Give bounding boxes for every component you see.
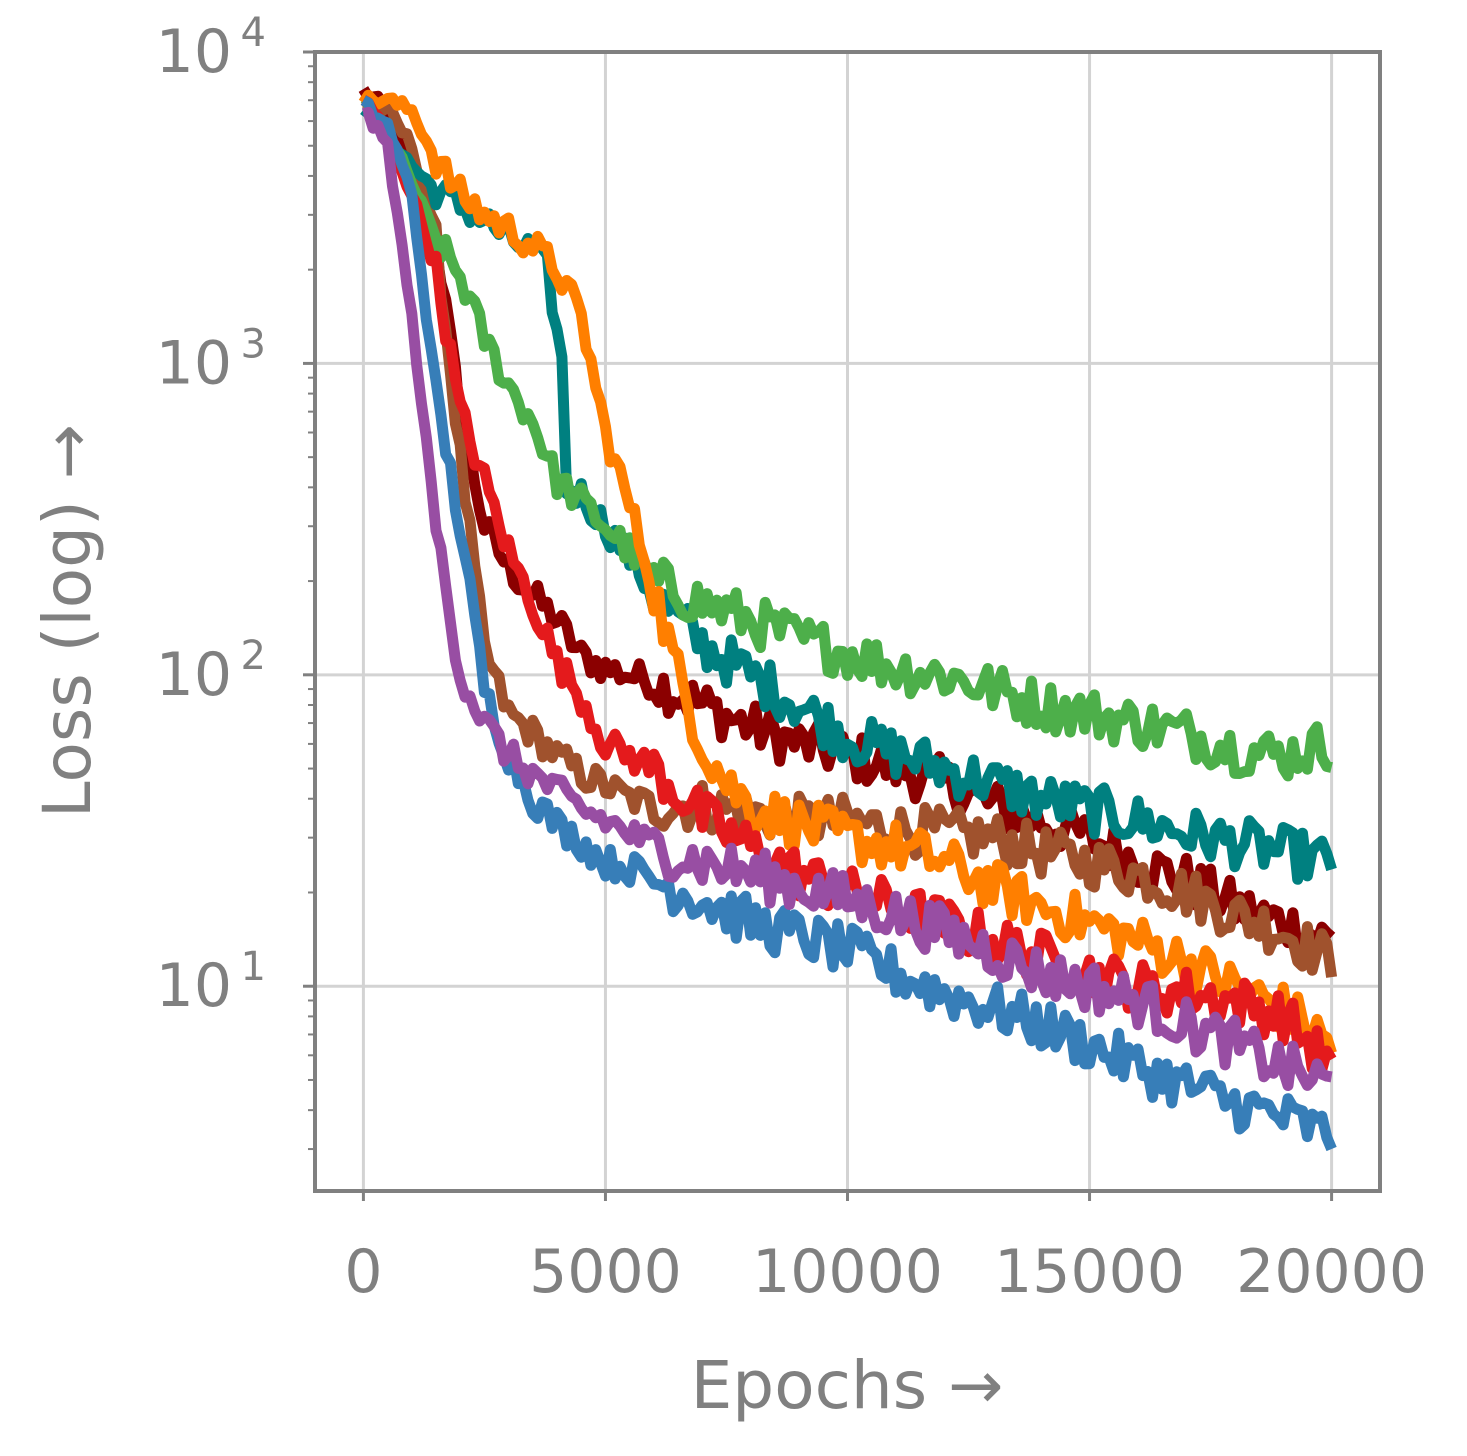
series-line-4 [358, 89, 1337, 1055]
y-tick-exponent: 1 [241, 944, 266, 990]
x-tick-label: 20000 [1236, 1237, 1427, 1307]
x-tick-label: 10000 [752, 1237, 943, 1307]
y-tick-label: 10 4 [156, 10, 266, 87]
y-tick-base: 10 [156, 640, 232, 710]
y-axis-label: Loss (log) → [29, 424, 106, 818]
y-tick-base: 10 [156, 17, 232, 87]
y-tick-exponent: 4 [241, 10, 266, 56]
x-tick-label: 0 [344, 1237, 382, 1307]
y-tick-label: 10 3 [156, 321, 266, 398]
series-line-1 [362, 96, 1338, 978]
x-tick-label: 15000 [994, 1237, 1185, 1307]
y-tick-exponent: 2 [241, 633, 266, 679]
y-tick-base: 10 [156, 951, 232, 1021]
series-line-7 [361, 106, 1333, 1091]
x-tick-label: 5000 [529, 1237, 682, 1307]
y-tick-base: 10 [156, 328, 232, 398]
y-tick-label: 10 1 [156, 944, 266, 1021]
series-layer [358, 86, 1338, 1152]
y-tick-exponent: 3 [241, 321, 266, 367]
y-tick-label: 10 2 [156, 633, 266, 710]
series-line-3 [360, 98, 1333, 782]
x-axis-label: Epochs → [691, 1347, 1004, 1424]
